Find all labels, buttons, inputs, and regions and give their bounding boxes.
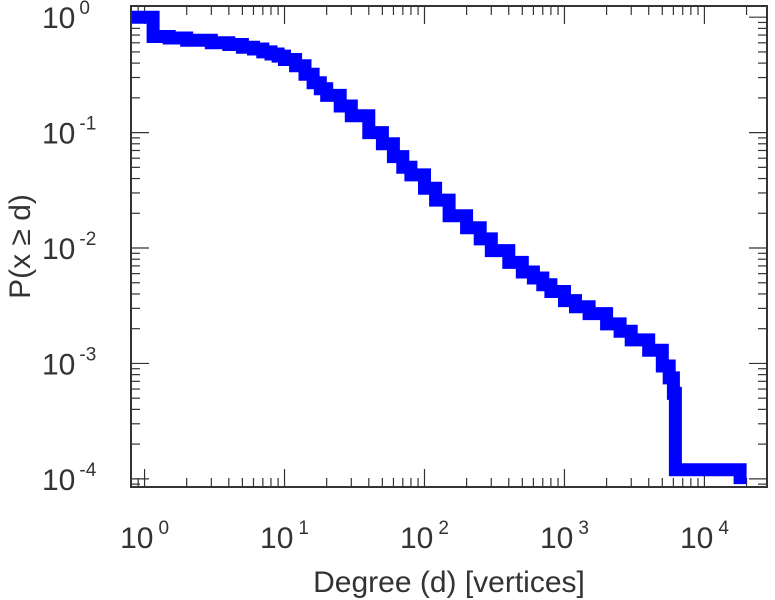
x-tick-labels: 10 0 10 1 10 2 10 3 10 4: [120, 518, 729, 555]
y-tick-label: 10 0: [42, 0, 90, 35]
x-tick-label: 10 0: [120, 518, 169, 555]
y-axis-label: P(x ≥ d): [4, 194, 37, 299]
x-tick-label: 10 3: [540, 518, 589, 555]
minor-tick-marks: [130, 6, 767, 487]
y-tick-label: 10 -4: [42, 460, 97, 497]
plot-series-group: [131, 10, 747, 485]
plot-frame: [130, 5, 768, 488]
x-tick-label: 10 1: [260, 518, 309, 555]
x-tick-label: 10 4: [680, 518, 729, 555]
ccdf-series-line: [131, 10, 747, 485]
x-axis-label: Degree (d) [vertices]: [313, 566, 585, 599]
y-tick-label: 10 -3: [42, 344, 96, 381]
x-tick-label: 10 2: [400, 518, 449, 555]
y-tick-label: 10 -1: [42, 114, 96, 151]
y-tick-label: 10 -2: [42, 229, 96, 266]
